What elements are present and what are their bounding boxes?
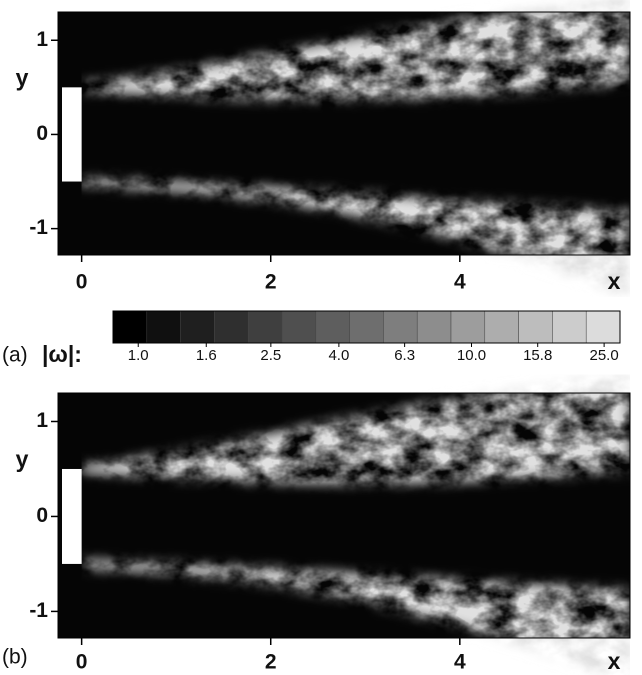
colorbar-tick-label: 6.3 bbox=[394, 347, 415, 364]
colorbar-tick-label: 25.0 bbox=[590, 347, 619, 364]
colorbar-frame bbox=[112, 310, 621, 344]
colorbar-swatch bbox=[349, 310, 384, 344]
colorbar-swatch bbox=[552, 310, 587, 344]
y-tick-label: 1 bbox=[36, 409, 48, 432]
y-axis-label: y bbox=[16, 64, 29, 90]
colorbar-swatch bbox=[315, 310, 350, 344]
jet-lower bbox=[81, 559, 630, 675]
colorbar-tick-label: 2.5 bbox=[260, 347, 281, 364]
y-axis-label: y bbox=[16, 446, 29, 472]
y-tick-label: -1 bbox=[29, 216, 48, 239]
colorbar-swatch bbox=[518, 310, 553, 344]
colorbar-swatch bbox=[281, 310, 317, 344]
x-tick-label: 4 bbox=[454, 651, 466, 674]
colorbar-swatch bbox=[247, 310, 283, 344]
colorbar-tick-label: 10.0 bbox=[457, 347, 486, 364]
colorbar-swatch bbox=[585, 310, 621, 344]
colorbar-swatch bbox=[450, 310, 486, 344]
nozzle bbox=[62, 468, 82, 564]
jet-lower bbox=[81, 177, 631, 297]
y-tick-label: 0 bbox=[36, 504, 48, 527]
x-tick-label: 2 bbox=[265, 651, 277, 674]
x-tick-label: 4 bbox=[454, 271, 466, 294]
panel-label: (a) bbox=[2, 344, 28, 367]
jet-upper bbox=[81, 0, 630, 100]
panel-label: (b) bbox=[2, 646, 28, 669]
colorbar-swatch bbox=[416, 310, 452, 344]
colorbar-tick-label: 4.0 bbox=[328, 347, 349, 364]
colorbar-tick-label: 1.0 bbox=[128, 347, 149, 364]
y-tick-label: 1 bbox=[36, 28, 48, 51]
colorbar-swatch bbox=[214, 310, 249, 344]
x-tick-label: 0 bbox=[76, 651, 88, 674]
x-tick-label: 2 bbox=[265, 271, 277, 294]
jet-upper bbox=[81, 374, 631, 484]
y-tick-label: -1 bbox=[29, 599, 48, 622]
colorbar-tick-label: 15.8 bbox=[523, 347, 552, 364]
colorbar-swatch bbox=[484, 310, 519, 344]
plot-frame bbox=[57, 11, 631, 256]
colorbar-swatch bbox=[146, 310, 181, 344]
colorbar-label: |ω|: bbox=[42, 341, 82, 367]
nozzle bbox=[62, 87, 82, 182]
x-tick-label: 0 bbox=[76, 271, 88, 294]
plot-frame bbox=[57, 392, 631, 639]
vorticity-field bbox=[81, 0, 631, 297]
colorbar-swatch bbox=[180, 310, 215, 344]
colorbar-swatch bbox=[112, 310, 148, 344]
x-axis-label: x bbox=[608, 648, 621, 674]
colorbar-tick-label: 1.6 bbox=[196, 347, 217, 364]
y-tick-label: 0 bbox=[36, 122, 48, 145]
colorbar-swatch bbox=[383, 310, 418, 344]
x-axis-label: x bbox=[608, 268, 621, 294]
vorticity-field bbox=[81, 374, 631, 675]
